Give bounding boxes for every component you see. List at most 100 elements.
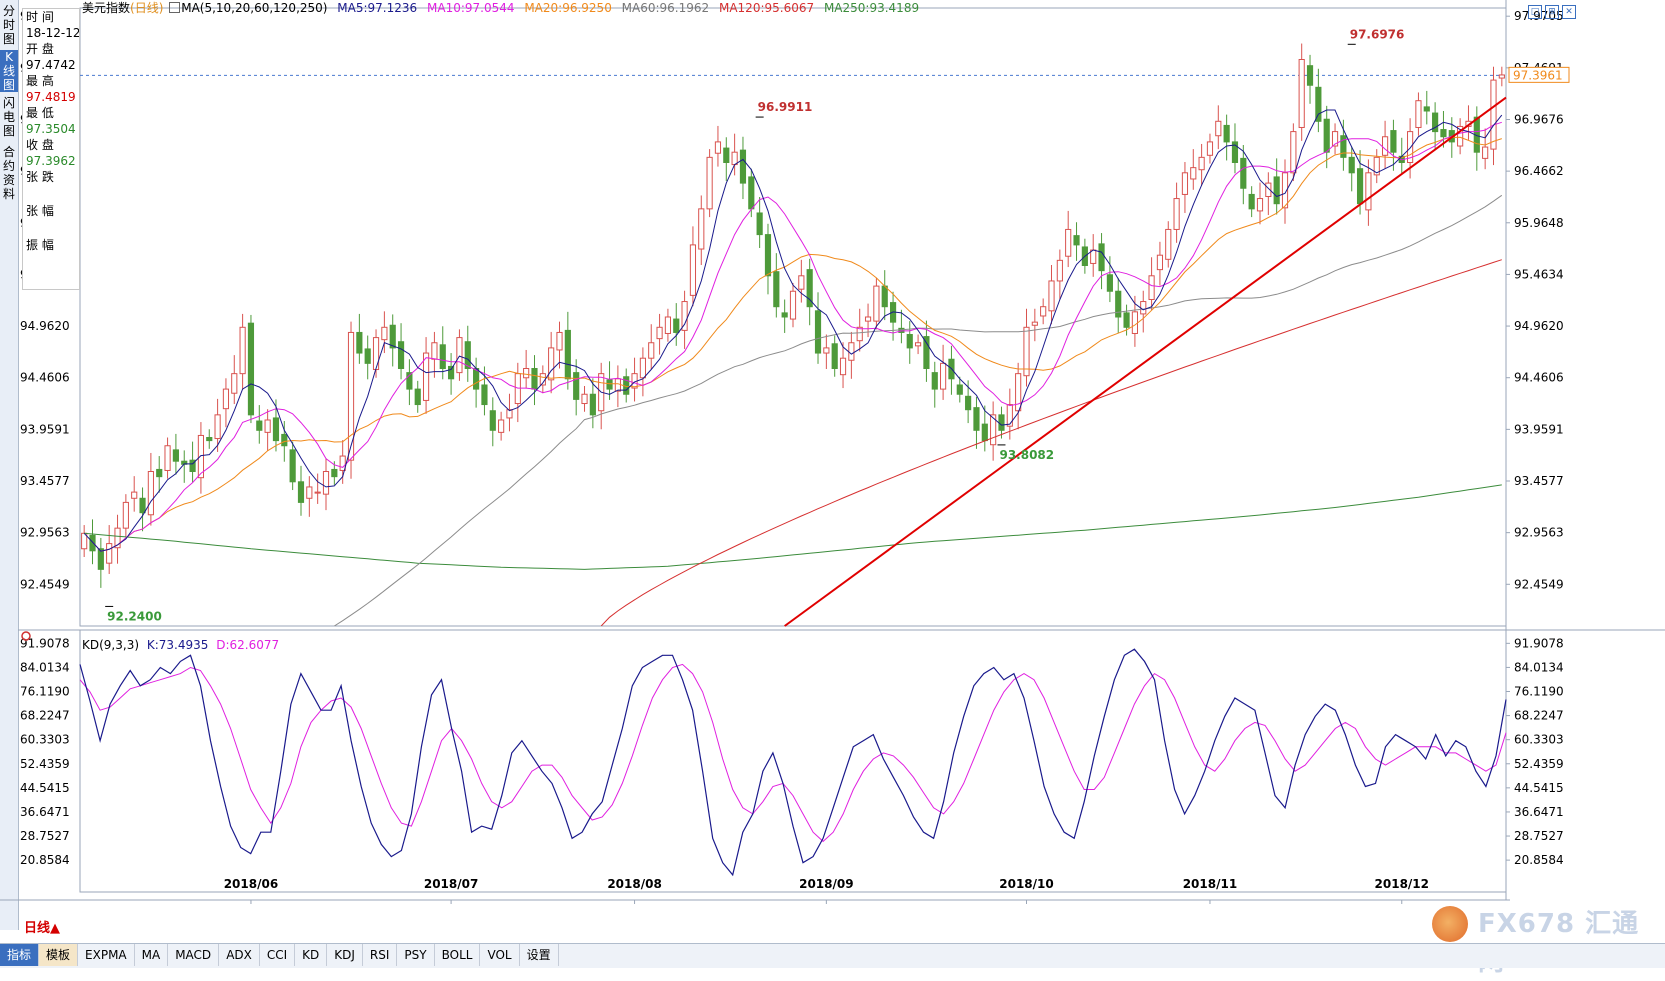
kd-tick-label-left: 36.6471 xyxy=(20,805,70,819)
price-chart[interactable]: 97.970597.970597.469197.469196.967696.96… xyxy=(0,0,1665,943)
candle-body xyxy=(356,331,363,354)
ma120-value: MA120:95.6067 xyxy=(718,1,815,15)
candle-body xyxy=(1331,131,1339,147)
tab-settings[interactable]: 设置 xyxy=(520,944,559,966)
price-tick-label-left: 93.4577 xyxy=(20,474,70,488)
tab-timeshare[interactable]: 分 时 图 xyxy=(2,4,15,46)
candle-body xyxy=(239,326,246,375)
candle-body xyxy=(1240,157,1247,189)
close-icon[interactable]: ✕ xyxy=(1562,5,1576,19)
x-tick-label: 2018/07 xyxy=(424,877,478,891)
price-tick-label: 92.9563 xyxy=(1514,526,1564,540)
candle-body xyxy=(414,388,421,406)
ma-params[interactable]: MA(5,10,20,60,120,250) xyxy=(181,1,328,15)
tab-contract-info[interactable]: 合 约 资 料 xyxy=(2,145,15,201)
candle-body xyxy=(272,417,280,442)
kd-tick-label: 36.6471 xyxy=(1514,805,1564,819)
tab-adx[interactable]: ADX xyxy=(219,944,260,966)
tab-vol[interactable]: VOL xyxy=(480,944,520,966)
price-tick-label: 92.4549 xyxy=(1514,577,1564,591)
ma-params-icon[interactable] xyxy=(169,2,181,13)
kd-tick-label-left: 28.7527 xyxy=(20,829,70,843)
tab-macd[interactable]: MACD xyxy=(168,944,220,966)
tab-kd[interactable]: KD xyxy=(295,944,328,966)
layout-icon[interactable]: ⊞ xyxy=(1545,5,1559,19)
candle-body xyxy=(673,318,680,333)
tab-template[interactable]: 模板 xyxy=(39,944,79,966)
kd-label[interactable]: KD(9,3,3) xyxy=(82,638,140,652)
candle-body xyxy=(614,378,621,392)
tab-psy[interactable]: PSY xyxy=(397,944,435,966)
restore-icon[interactable]: □ xyxy=(1528,5,1542,19)
candle-body xyxy=(281,433,288,447)
candle-body xyxy=(1215,120,1222,137)
tab-boll[interactable]: BOLL xyxy=(435,944,481,966)
candle-body xyxy=(1432,112,1439,133)
ma120-line xyxy=(600,259,1502,626)
watermark: FX678 汇通网 xyxy=(1478,909,1640,977)
candle-body xyxy=(1340,135,1347,158)
kd-tick-label-left: 68.2247 xyxy=(20,709,70,723)
candle-body xyxy=(164,445,171,471)
candle-body xyxy=(1381,136,1389,156)
candle-body xyxy=(906,334,913,349)
low-annotation: 92.2400 xyxy=(107,609,162,623)
candle-body xyxy=(256,420,263,431)
tab-indicator[interactable]: 指标 xyxy=(0,944,40,966)
open-label: 开 盘 xyxy=(26,42,54,56)
candle-body xyxy=(873,285,880,322)
spacer xyxy=(23,219,79,237)
tab-flash-chart[interactable]: 闪 电 图 xyxy=(2,96,15,138)
window-controls: □ ⊞ ✕ xyxy=(1528,3,1583,19)
candle-body xyxy=(381,326,388,341)
candle-body xyxy=(856,326,863,342)
tab-expma[interactable]: EXPMA xyxy=(78,944,135,966)
candle-body xyxy=(1056,259,1063,282)
kd-tick-label-left: 76.1190 xyxy=(20,685,70,699)
tab-kdj[interactable]: KDJ xyxy=(327,944,363,966)
tab-kline[interactable]: K 线 图 xyxy=(0,50,18,92)
candle-body xyxy=(848,342,855,361)
kd-tick-label: 84.0134 xyxy=(1514,660,1564,674)
candle-body xyxy=(1115,290,1122,318)
tab-ma[interactable]: MA xyxy=(135,944,169,966)
candle-body xyxy=(1482,146,1489,159)
candle-body xyxy=(481,384,488,406)
candle-body xyxy=(372,337,380,371)
ma10-line xyxy=(92,121,1502,552)
candle-body xyxy=(714,141,722,154)
tab-cci[interactable]: CCI xyxy=(260,944,296,966)
candle-body xyxy=(940,362,947,390)
candle-body xyxy=(864,316,872,322)
candle-body xyxy=(814,310,822,354)
candle-body xyxy=(247,322,255,416)
candle-body xyxy=(81,532,88,550)
price-tick-label-left: 94.4606 xyxy=(20,371,70,385)
candle-body xyxy=(89,534,96,552)
candle-body xyxy=(698,208,705,250)
open-value: 97.4742 xyxy=(26,58,76,72)
candle-body xyxy=(998,414,1005,431)
candle-body xyxy=(798,275,805,290)
candle-body xyxy=(723,147,730,164)
high-value: 97.4819 xyxy=(26,90,76,104)
price-tick-label: 96.9676 xyxy=(1514,112,1564,126)
candle-body xyxy=(548,347,555,381)
x-tick-label: 2018/06 xyxy=(224,877,278,891)
ma20-line xyxy=(100,136,1502,552)
candle-body xyxy=(806,269,813,308)
tab-rsi[interactable]: RSI xyxy=(363,944,398,966)
candle-body xyxy=(839,357,847,376)
candle-body xyxy=(97,548,104,570)
kd-tick-label: 20.8584 xyxy=(1514,853,1564,867)
candle-body xyxy=(706,156,713,210)
candle-body xyxy=(564,329,571,380)
candle-body xyxy=(573,372,580,400)
candle-body xyxy=(773,271,780,308)
candle-body xyxy=(1273,176,1280,205)
candle-body xyxy=(1415,100,1422,128)
candle-body xyxy=(1073,235,1080,246)
period-selector[interactable]: 日线▲ xyxy=(24,921,60,936)
candle-body xyxy=(1165,228,1172,260)
candle-body xyxy=(1256,198,1264,212)
